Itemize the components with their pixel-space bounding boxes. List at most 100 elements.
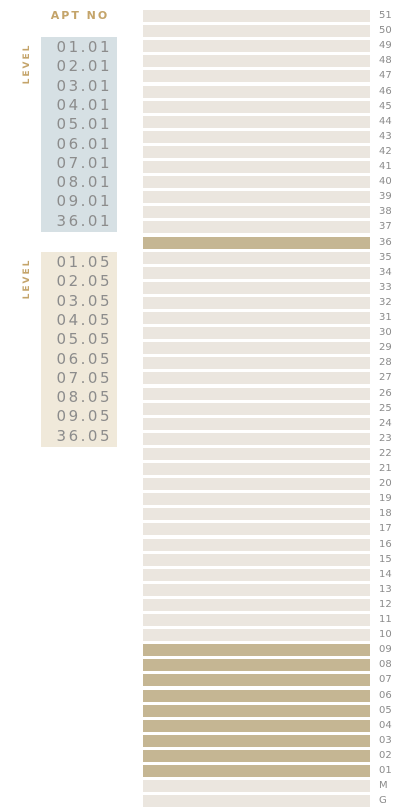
floor-label: 12 — [379, 598, 392, 610]
floor-bar[interactable] — [143, 312, 370, 324]
floor-bar[interactable] — [143, 55, 370, 68]
floor-bar[interactable] — [143, 40, 370, 53]
apartment-number[interactable]: 05.05 — [56, 330, 112, 349]
floor-bar[interactable] — [143, 478, 370, 491]
floor-bar[interactable] — [143, 719, 370, 732]
apartment-number[interactable]: 09.05 — [56, 407, 112, 426]
floor-bar[interactable] — [143, 130, 370, 143]
floor-label: 31 — [379, 312, 392, 323]
floor-label: 26 — [379, 387, 392, 399]
apartment-number[interactable]: 09.01 — [56, 192, 112, 211]
floor-bar[interactable] — [143, 145, 370, 158]
apartment-number[interactable]: 02.05 — [56, 272, 112, 291]
floor-bar[interactable] — [143, 281, 370, 294]
apartment-number[interactable]: 06.05 — [56, 349, 112, 368]
floor-label: 47 — [379, 70, 392, 82]
apartment-number[interactable]: 03.01 — [56, 76, 112, 95]
floor-bar[interactable] — [143, 296, 370, 309]
floor-bar[interactable] — [143, 85, 370, 98]
floor-bar[interactable] — [143, 493, 370, 506]
floor-label: 43 — [379, 130, 392, 142]
floor-label: 14 — [379, 568, 392, 580]
apartment-number[interactable]: 04.01 — [56, 95, 112, 114]
apartment-number[interactable]: 01.05 — [56, 253, 112, 271]
floor-label: 44 — [379, 115, 392, 127]
floor-bar[interactable] — [143, 523, 370, 536]
level-label: LEVEL — [22, 43, 32, 85]
floor-label: 16 — [379, 538, 392, 550]
floor-bar[interactable] — [143, 176, 370, 189]
floor-bar[interactable] — [143, 447, 370, 460]
floor-label: 13 — [379, 583, 392, 595]
floor-bar[interactable] — [143, 206, 370, 219]
floor-bar[interactable] — [143, 100, 370, 113]
apartment-number[interactable]: 36.05 — [56, 426, 112, 445]
floor-bar[interactable] — [143, 70, 370, 83]
floor-bar[interactable] — [143, 734, 370, 747]
floor-label: 28 — [379, 357, 392, 369]
floor-label: 29 — [379, 342, 392, 354]
floor-bar[interactable] — [143, 463, 370, 475]
apartment-number[interactable]: 03.05 — [56, 291, 112, 310]
floor-label: 30 — [379, 327, 392, 339]
floor-bar[interactable] — [143, 749, 370, 762]
floor-label: 37 — [379, 221, 392, 233]
floor-bar[interactable] — [143, 765, 370, 777]
floor-bar[interactable] — [143, 115, 370, 128]
floor-bar[interactable] — [143, 327, 370, 340]
floor-bar[interactable] — [143, 659, 370, 672]
floor-bar[interactable] — [143, 795, 370, 807]
apartment-number[interactable]: 05.01 — [56, 115, 112, 134]
floor-label: 11 — [379, 614, 392, 625]
apartment-number[interactable]: 36.01 — [56, 211, 112, 230]
floor-bar[interactable] — [143, 583, 370, 596]
apartment-group — [41, 252, 117, 447]
floor-label: 07 — [379, 674, 392, 686]
floor-bar[interactable] — [143, 402, 370, 415]
floor-bar[interactable] — [143, 508, 370, 521]
floor-bar[interactable] — [143, 357, 370, 370]
apartment-number[interactable]: 07.01 — [56, 153, 112, 172]
floor-bar[interactable] — [143, 538, 370, 551]
apartment-number[interactable]: 08.05 — [56, 388, 112, 407]
floor-bar[interactable] — [143, 780, 370, 793]
floor-bar[interactable] — [143, 629, 370, 642]
floor-bar[interactable] — [143, 432, 370, 445]
floor-bar[interactable] — [143, 614, 370, 626]
floor-bar[interactable] — [143, 221, 370, 234]
floor-bar[interactable] — [143, 674, 370, 687]
floor-bar[interactable] — [143, 689, 370, 702]
floor-bar[interactable] — [143, 598, 370, 611]
floor-bar[interactable] — [143, 644, 370, 657]
floor-bar[interactable] — [143, 704, 370, 717]
floor-label: 42 — [379, 145, 392, 157]
floor-bar[interactable] — [143, 25, 370, 38]
floor-bar[interactable] — [143, 568, 370, 581]
floor-label: 23 — [379, 432, 392, 444]
apartment-number[interactable]: 02.01 — [56, 57, 112, 76]
floor-bar[interactable] — [143, 342, 370, 355]
floor-bar[interactable] — [143, 251, 370, 264]
floor-label: 04 — [379, 719, 392, 731]
apartment-number[interactable]: 08.01 — [56, 173, 112, 192]
floor-bar[interactable] — [143, 372, 370, 385]
floor-bar[interactable] — [143, 553, 370, 566]
floor-bar[interactable] — [143, 236, 370, 249]
floor-label: 33 — [379, 281, 392, 293]
apartment-number[interactable]: 06.01 — [56, 134, 112, 153]
floor-bar[interactable] — [143, 10, 370, 22]
floor-label: 45 — [379, 100, 392, 112]
apartment-number[interactable]: 07.05 — [56, 368, 112, 387]
floor-label: 27 — [379, 372, 392, 384]
floor-label: 06 — [379, 689, 392, 701]
floor-label: 24 — [379, 417, 392, 429]
floor-bar[interactable] — [143, 387, 370, 400]
floor-bar[interactable] — [143, 161, 370, 173]
floor-bar[interactable] — [143, 191, 370, 204]
floor-bar[interactable] — [143, 417, 370, 430]
floor-label: 25 — [379, 402, 392, 414]
floor-bar[interactable] — [143, 266, 370, 279]
apartment-number[interactable]: 01.01 — [56, 38, 112, 56]
floor-label: 48 — [379, 55, 392, 67]
apartment-number[interactable]: 04.05 — [56, 310, 112, 329]
